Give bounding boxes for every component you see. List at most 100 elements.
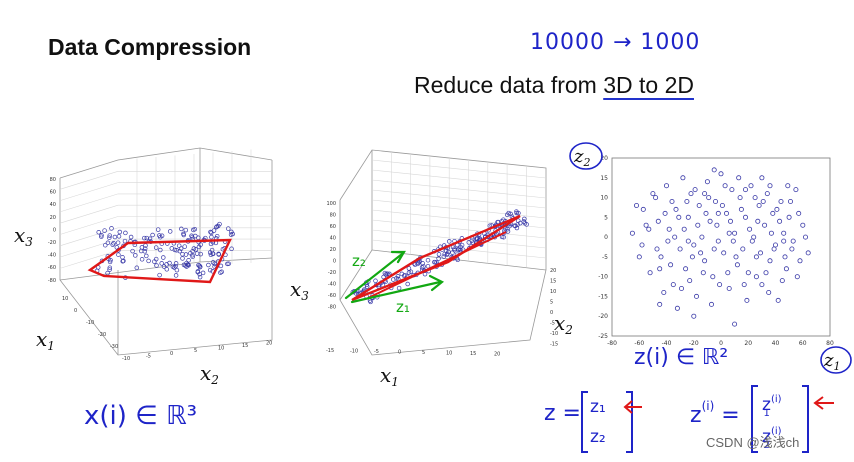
scatter-point: [789, 246, 795, 252]
scatter-point: [677, 246, 683, 252]
mid-y-tick: -10: [550, 331, 558, 337]
scatter-x-tick: 40: [772, 340, 780, 347]
left-point: [173, 273, 179, 278]
zi-lhs: z(i) =: [690, 399, 740, 428]
scatter-x-tick: -20: [689, 340, 699, 347]
left-y-tick: 10: [62, 296, 68, 302]
left-grid-line: [59, 227, 119, 247]
scatter-point: [696, 202, 702, 208]
left-point: [173, 261, 179, 266]
left-point: [153, 256, 159, 262]
scatter-point: [666, 226, 672, 232]
mid-point: [499, 234, 505, 240]
left-point: [117, 229, 123, 235]
mid-x-tick: 5: [422, 350, 425, 356]
green-vectors: [344, 250, 445, 304]
mid-point: [373, 278, 378, 284]
z-vector-left-bracket: [581, 391, 588, 453]
left-point: [178, 246, 184, 251]
scatter-point: [707, 218, 713, 224]
scatter-point: [634, 202, 640, 208]
z-vector-red-arrow: [623, 400, 642, 414]
left-point: [105, 240, 111, 246]
scatter-y-tick: -10: [598, 274, 608, 281]
watermark: CSDN @浅浅ch: [706, 435, 800, 450]
left-point: [114, 245, 120, 250]
scatter-point: [657, 266, 663, 272]
scatter-y-tick: -5: [602, 254, 608, 261]
left-x-ticks: -10 -5 0 5 10 15 20: [122, 340, 272, 362]
mid-point: [432, 259, 438, 265]
scatter-point: [662, 210, 668, 216]
mid-plot-box: [339, 149, 547, 356]
mid-x-tick: 10: [446, 351, 452, 357]
mid-y-ticks: 20 15 10 5 0 -5 -10 -15: [550, 268, 558, 348]
scatter-point: [721, 250, 727, 256]
mid-y-tick: 10: [550, 289, 556, 295]
mid-point: [469, 238, 475, 244]
left-x-tick: 0: [170, 351, 173, 357]
left-point: [180, 256, 185, 261]
scatter-point: [706, 195, 712, 201]
zi-left-bracket: [751, 385, 758, 453]
left-point: [210, 251, 215, 256]
green-arrowhead-z1: [428, 274, 445, 292]
mid-y-tick: -15: [550, 342, 558, 348]
mid-grid-line: [371, 179, 547, 199]
mid-point: [425, 257, 431, 263]
left-point: [183, 227, 189, 233]
left-point: [219, 269, 224, 275]
scatter-point: [733, 254, 739, 260]
mid-point: [505, 226, 510, 232]
mid-grid-line: [371, 189, 547, 209]
scatter-point: [758, 250, 764, 256]
circled-z1-label: z1: [823, 350, 840, 373]
scatter-point: [747, 226, 753, 232]
left-z-ticks: 80 60 40 20 0 -20 -40 -60 -80: [48, 177, 56, 284]
left-point: [154, 263, 159, 268]
left-point: [139, 257, 145, 262]
left-point: [209, 230, 214, 236]
left-grid-line: [59, 238, 119, 258]
scatter-point: [779, 278, 785, 284]
mid-z-tick: 80: [330, 213, 336, 219]
scatter-point: [759, 282, 765, 288]
scatter-point: [781, 238, 787, 244]
scatter-point: [760, 198, 766, 204]
scatter-point: [752, 195, 758, 201]
mid-z-tick: -60: [328, 293, 336, 299]
left-point: [111, 241, 116, 246]
scatter-point: [738, 206, 744, 212]
scatter-point: [647, 270, 653, 276]
scatter-point: [710, 274, 716, 280]
left-xlabel: x2: [200, 361, 219, 387]
left-point: [196, 235, 201, 241]
scatter-point: [640, 206, 646, 212]
zi-entry-1: z(i) 1: [762, 394, 782, 419]
left-point: [172, 247, 178, 253]
left-point: [206, 262, 211, 268]
mid-z-tick: 20: [330, 247, 336, 253]
scatter-point: [751, 234, 757, 240]
left-point: [159, 261, 164, 266]
scatter-x-ticks: -80 -60 -40 -20 0 20 40 60 80: [607, 340, 834, 347]
left-point: [164, 267, 170, 272]
zi-right-bracket: [802, 385, 809, 453]
scatter-point: [709, 301, 715, 307]
scatter-point: [685, 238, 691, 244]
left-z-tick: 60: [50, 190, 56, 196]
left-plot-grid: [59, 149, 272, 269]
mid-point: [436, 252, 442, 257]
left-grid-line: [59, 193, 119, 213]
left-x-tick: 5: [194, 348, 197, 354]
scatter-point: [669, 198, 675, 204]
mid-point: [514, 225, 520, 231]
scatter-point: [732, 230, 738, 236]
mid-point: [436, 256, 441, 261]
left-point: [120, 255, 125, 260]
left-point: [107, 259, 113, 265]
scatter-point: [748, 183, 754, 189]
left-z-tick: -20: [48, 240, 56, 246]
left-point: [144, 253, 149, 259]
left-grid-line: [59, 204, 119, 224]
